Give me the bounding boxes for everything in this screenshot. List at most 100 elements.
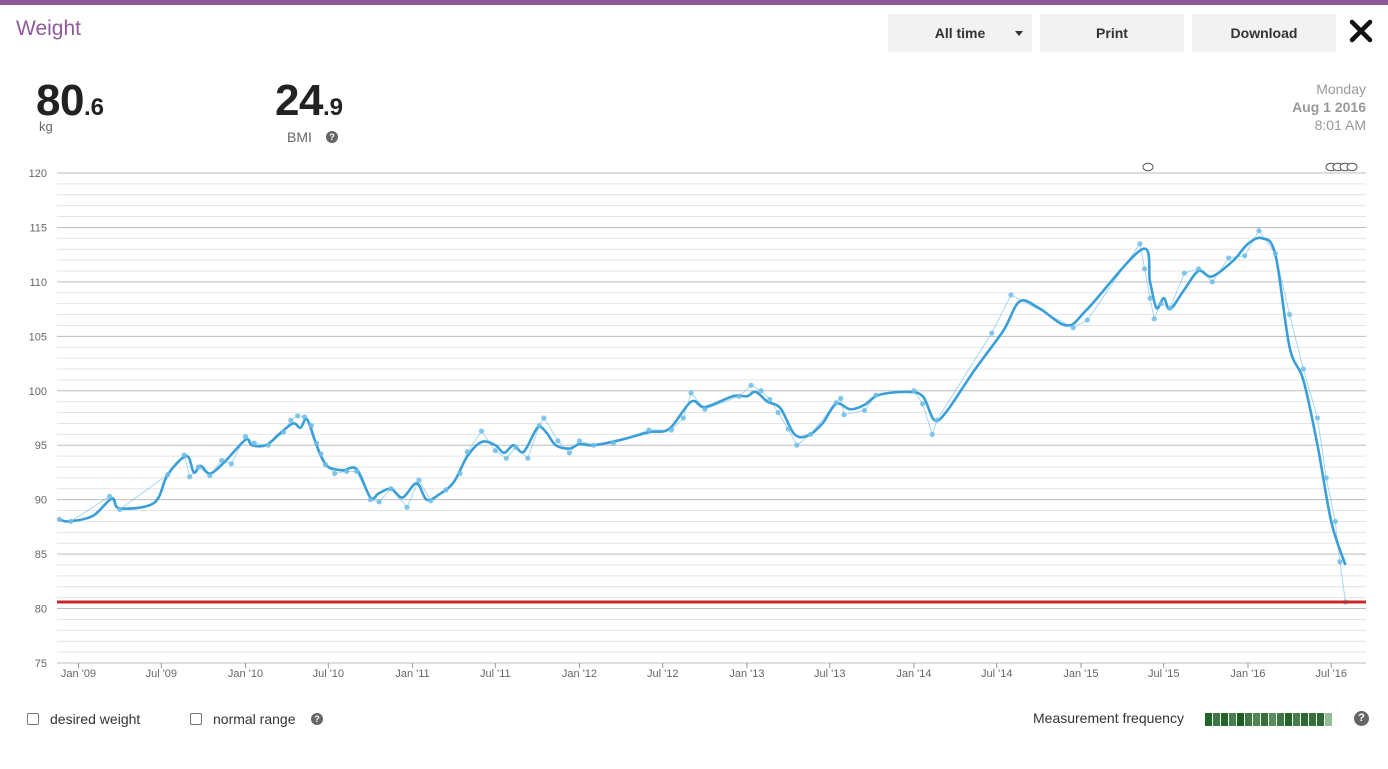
measurement-point: [457, 470, 463, 477]
note-bubble-icon: [1346, 162, 1358, 172]
note-bubble-icon: [1142, 162, 1154, 172]
measurement-point: [513, 444, 519, 450]
x-tick-label: Jul '10: [313, 668, 344, 680]
measurement-point: [280, 429, 287, 435]
measurement-point: [555, 438, 561, 444]
note-markers: [1142, 162, 1358, 172]
measurement-point: [318, 451, 324, 457]
measurement-point: [911, 388, 917, 394]
y-tick-label: 110: [29, 277, 47, 289]
bmi-decimal: .9: [322, 94, 343, 121]
x-tick-label: Jan '14: [896, 668, 931, 680]
measurement-point: [1332, 518, 1338, 525]
frequency-cell: [1301, 713, 1308, 726]
measurement-point: [702, 406, 708, 412]
measurement-point: [785, 426, 791, 432]
measurement-point: [610, 440, 616, 446]
measurement-point: [478, 428, 485, 434]
measurement-point: [525, 455, 531, 461]
measurement-point: [680, 415, 686, 421]
weight-chart[interactable]: 75 80 85 90 95 100 105 110 115 120 Jan '09 Jul '09…: [0, 150, 1388, 690]
measurement-point: [376, 499, 382, 505]
close-icon[interactable]: [1348, 18, 1374, 44]
y-axis: 75 80 85 90 95 100 105 110 115 120: [29, 168, 47, 670]
measurement-point: [1272, 250, 1279, 257]
frequency-cell: [1253, 713, 1260, 726]
measurement-frequency-bar: [1205, 713, 1333, 726]
measurement-point: [838, 395, 844, 401]
measurement-point: [195, 464, 201, 470]
normal-range-help-icon[interactable]: ?: [311, 713, 323, 725]
x-tick-label: Jul '09: [146, 668, 177, 680]
x-tick-label: Jul '15: [1148, 668, 1179, 680]
frequency-cell: [1285, 713, 1292, 726]
measurement-point: [242, 433, 249, 440]
x-tick-label: Jan '12: [562, 668, 597, 680]
bmi-help-icon[interactable]: ?: [326, 131, 338, 143]
measurement-point: [443, 487, 449, 493]
desired-weight-toggle[interactable]: desired weight: [27, 711, 140, 727]
measurement-point: [251, 440, 257, 446]
frequency-cell: [1237, 713, 1244, 726]
measurement-point: [332, 470, 338, 477]
measurement-point: [1158, 301, 1164, 307]
measurement-point: [767, 396, 773, 403]
chart-grid: [57, 172, 1366, 664]
measurement-point: [228, 461, 234, 467]
print-button[interactable]: Print: [1040, 14, 1184, 52]
measurement-point: [920, 401, 926, 407]
measurement-point: [1195, 266, 1202, 272]
measurement-point: [187, 474, 193, 480]
measurement-point: [591, 442, 597, 448]
measurement-point: [1084, 317, 1090, 323]
top-accent-bar: [0, 0, 1388, 5]
measurement-point: [841, 412, 847, 418]
measurement-point: [344, 468, 350, 474]
measurement-point: [668, 427, 675, 433]
current-bmi: 24.9: [275, 76, 343, 126]
measurement-point: [1337, 559, 1343, 565]
chart-series: [58, 229, 1347, 603]
measurement-point: [1242, 253, 1248, 259]
date-time: 8:01 AM: [1314, 117, 1366, 133]
measurement-point: [861, 407, 868, 413]
measurement-point: [503, 455, 509, 461]
measurement-point: [1256, 228, 1262, 234]
frequency-help-icon[interactable]: ?: [1354, 711, 1369, 726]
measurement-point: [929, 431, 935, 437]
measurement-point: [68, 518, 74, 525]
measurement-point: [541, 415, 547, 421]
measurement-point: [536, 423, 542, 429]
measurement-point: [464, 449, 471, 455]
frequency-cell: [1213, 713, 1220, 726]
desired-weight-label: desired weight: [50, 711, 141, 727]
normal-range-toggle[interactable]: normal range: [190, 711, 296, 727]
desired-weight-checkbox[interactable]: [27, 713, 39, 725]
measurement-point: [1226, 255, 1232, 261]
caret-down-icon: [1015, 31, 1023, 36]
measurement-point: [388, 486, 394, 492]
measurement-point: [1209, 279, 1215, 285]
measurement-frequency-label: Measurement frequency: [1033, 710, 1184, 726]
frequency-cell: [1221, 713, 1228, 726]
measurement-date: Monday Aug 1 2016 8:01 AM: [1292, 80, 1366, 134]
x-tick-label: Jul '14: [981, 668, 1012, 680]
download-button[interactable]: Download: [1192, 14, 1336, 52]
y-tick-label: 95: [35, 440, 47, 452]
frequency-cell: [1317, 713, 1324, 726]
y-tick-label: 90: [35, 495, 47, 507]
frequency-cell: [1277, 713, 1284, 726]
measurement-point: [1141, 266, 1148, 272]
time-range-dropdown[interactable]: All time: [888, 14, 1032, 52]
measurement-point: [428, 498, 434, 504]
x-tick-label: Jul '11: [480, 668, 511, 680]
measurement-point: [1137, 241, 1143, 247]
measurement-point: [736, 393, 742, 399]
measurement-point: [566, 450, 573, 456]
measurement-point: [934, 417, 940, 423]
measurement-point: [117, 506, 123, 513]
frequency-cell: [1293, 713, 1300, 726]
normal-range-checkbox[interactable]: [190, 713, 202, 725]
measurement-point: [1300, 366, 1306, 372]
measurement-point: [1008, 292, 1014, 298]
